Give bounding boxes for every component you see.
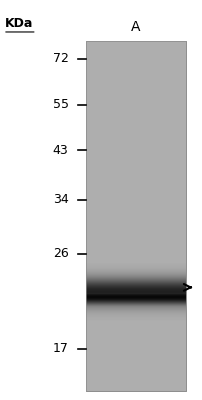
Text: KDa: KDa bbox=[5, 17, 33, 30]
Text: 43: 43 bbox=[53, 144, 68, 157]
Text: 26: 26 bbox=[53, 247, 68, 260]
Text: 55: 55 bbox=[52, 98, 68, 111]
Text: 72: 72 bbox=[52, 52, 68, 66]
Bar bbox=[86, 41, 185, 391]
Text: 17: 17 bbox=[52, 342, 68, 356]
Text: A: A bbox=[131, 20, 140, 34]
Bar bbox=[86, 41, 185, 391]
Text: 34: 34 bbox=[53, 194, 68, 206]
